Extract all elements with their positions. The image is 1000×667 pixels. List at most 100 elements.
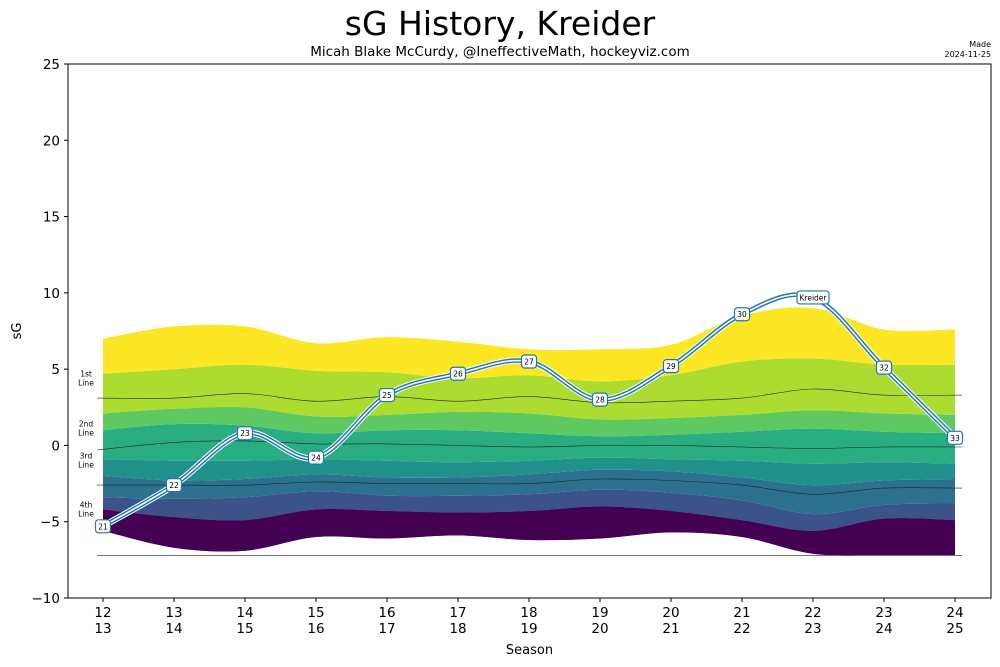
point-label-27: 27 xyxy=(520,354,538,369)
y-axis: −10 −5 0 5 10 15 20 25 xyxy=(32,57,68,607)
x-axis-label: Season xyxy=(506,643,553,658)
y-axis-label: sG xyxy=(10,323,25,340)
tier-label-line: Line xyxy=(78,510,94,519)
tier-label-line: 2nd xyxy=(79,420,94,429)
x-tick-label-line: 24 xyxy=(946,605,963,621)
y-tick-label: −10 xyxy=(32,591,61,607)
x-tick-label: 20 21 xyxy=(662,605,679,637)
point-label-text: 27 xyxy=(524,358,534,367)
x-tick-label: 12 13 xyxy=(94,605,111,637)
point-label-32: 32 xyxy=(875,360,893,375)
point-label-box xyxy=(591,392,609,407)
point-label-29: 29 xyxy=(662,358,680,374)
point-label-text: 24 xyxy=(311,454,321,463)
x-tick-label-line: 12 xyxy=(94,605,111,621)
x-tick-label: 23 24 xyxy=(875,605,892,637)
tier-divider-1 xyxy=(96,388,963,404)
x-tick-label-line: 21 xyxy=(733,605,750,621)
tier-label-3: 3rd Line xyxy=(78,452,94,470)
y-tick-label: 10 xyxy=(43,286,60,302)
y-tick-label: 20 xyxy=(43,133,60,149)
made-date-note: Made 2024-11-25 xyxy=(945,40,992,60)
point-label-22: 22 xyxy=(165,477,183,493)
tier-label-line: 3rd xyxy=(80,452,93,461)
x-tick-label: 13 14 xyxy=(165,605,182,637)
x-tick-label: 14 15 xyxy=(236,605,253,637)
point-label-box xyxy=(875,360,893,375)
point-label-box xyxy=(236,426,254,441)
band-8 xyxy=(103,307,955,382)
point-label-text: 23 xyxy=(240,429,250,438)
x-tick-label: 17 18 xyxy=(449,605,466,637)
x-tick-label-line: 25 xyxy=(946,621,963,637)
x-tick-label-line: 18 xyxy=(449,621,466,637)
x-tick-label-line: 13 xyxy=(165,605,182,621)
chart-subtitle: Micah Blake McCurdy, @IneffectiveMath, h… xyxy=(310,44,690,60)
tier-label-2: 2nd Line xyxy=(78,420,94,438)
x-tick-label-line: 20 xyxy=(591,621,608,637)
x-tick-label-line: 22 xyxy=(804,605,821,621)
point-label-21: 21 xyxy=(94,519,112,534)
x-tick-label: 18 19 xyxy=(520,605,537,637)
x-tick-label-line: 23 xyxy=(875,605,892,621)
x-tick-label-line: 16 xyxy=(307,621,324,637)
x-tick-label-line: 19 xyxy=(520,621,537,637)
tier-label-line: Line xyxy=(78,461,94,470)
point-label-box xyxy=(662,358,680,374)
band-7 xyxy=(103,358,955,420)
x-tick-label: 22 23 xyxy=(804,605,821,637)
band-0 xyxy=(103,506,955,556)
point-label-text: 32 xyxy=(879,364,889,373)
band-2 xyxy=(103,489,955,531)
x-tick-label-line: 22 xyxy=(733,621,750,637)
x-tick-label-line: 15 xyxy=(307,605,324,621)
point-label-text: 28 xyxy=(595,396,605,405)
x-tick-label: 19 20 xyxy=(591,605,608,637)
point-label-25: 25 xyxy=(378,387,396,403)
x-tick-label: 15 16 xyxy=(307,605,324,637)
tier-label-line: Line xyxy=(78,378,94,387)
point-label-30: 30 xyxy=(733,307,751,322)
tier-label-line: Line xyxy=(78,429,94,438)
point-label-text: 25 xyxy=(382,391,392,400)
point-label-23: 23 xyxy=(236,426,254,441)
point-label-26: 26 xyxy=(449,366,467,381)
point-label-text: 29 xyxy=(666,362,676,371)
point-label-box xyxy=(378,387,396,403)
season-point-labels: 21 22 23 24 25 26 27 28 29 30 Kreider 32 33 xyxy=(94,290,964,534)
point-label-Kreider: Kreider xyxy=(796,290,830,305)
x-tick-label-line: 19 xyxy=(591,605,608,621)
band-3 xyxy=(103,469,955,515)
point-label-text: 33 xyxy=(950,434,960,443)
x-tick-label-line: 21 xyxy=(662,621,679,637)
y-tick-label: 0 xyxy=(51,438,60,454)
point-label-box xyxy=(307,450,325,465)
band-6 xyxy=(103,406,955,437)
tier-divider-2 xyxy=(96,440,963,451)
league-distribution-bands xyxy=(103,307,955,556)
point-label-33: 33 xyxy=(946,430,964,445)
tier-label-line: 4th xyxy=(80,501,93,510)
point-label-text: 30 xyxy=(737,310,747,319)
x-tick-label-line: 14 xyxy=(236,605,253,621)
x-tick-label-line: 14 xyxy=(165,621,182,637)
tier-label-1: 1st Line xyxy=(78,369,94,387)
point-label-text: Kreider xyxy=(800,293,828,302)
point-label-box xyxy=(94,519,112,534)
x-tick-label-line: 17 xyxy=(449,605,466,621)
x-tick-label: 21 22 xyxy=(733,605,750,637)
point-label-text: 21 xyxy=(98,522,108,531)
y-tick-label: 25 xyxy=(43,57,60,73)
chart-title: sG History, Kreider xyxy=(344,4,656,43)
x-tick-label-line: 17 xyxy=(378,621,395,637)
tier-divider-3 xyxy=(96,478,963,495)
point-label-box xyxy=(946,430,964,445)
y-tick-label: −5 xyxy=(40,515,60,531)
tier-label-line: 1st xyxy=(80,369,92,378)
made-label: Made xyxy=(969,40,991,49)
x-tick-label-line: 24 xyxy=(875,621,892,637)
point-label-box xyxy=(520,354,538,369)
